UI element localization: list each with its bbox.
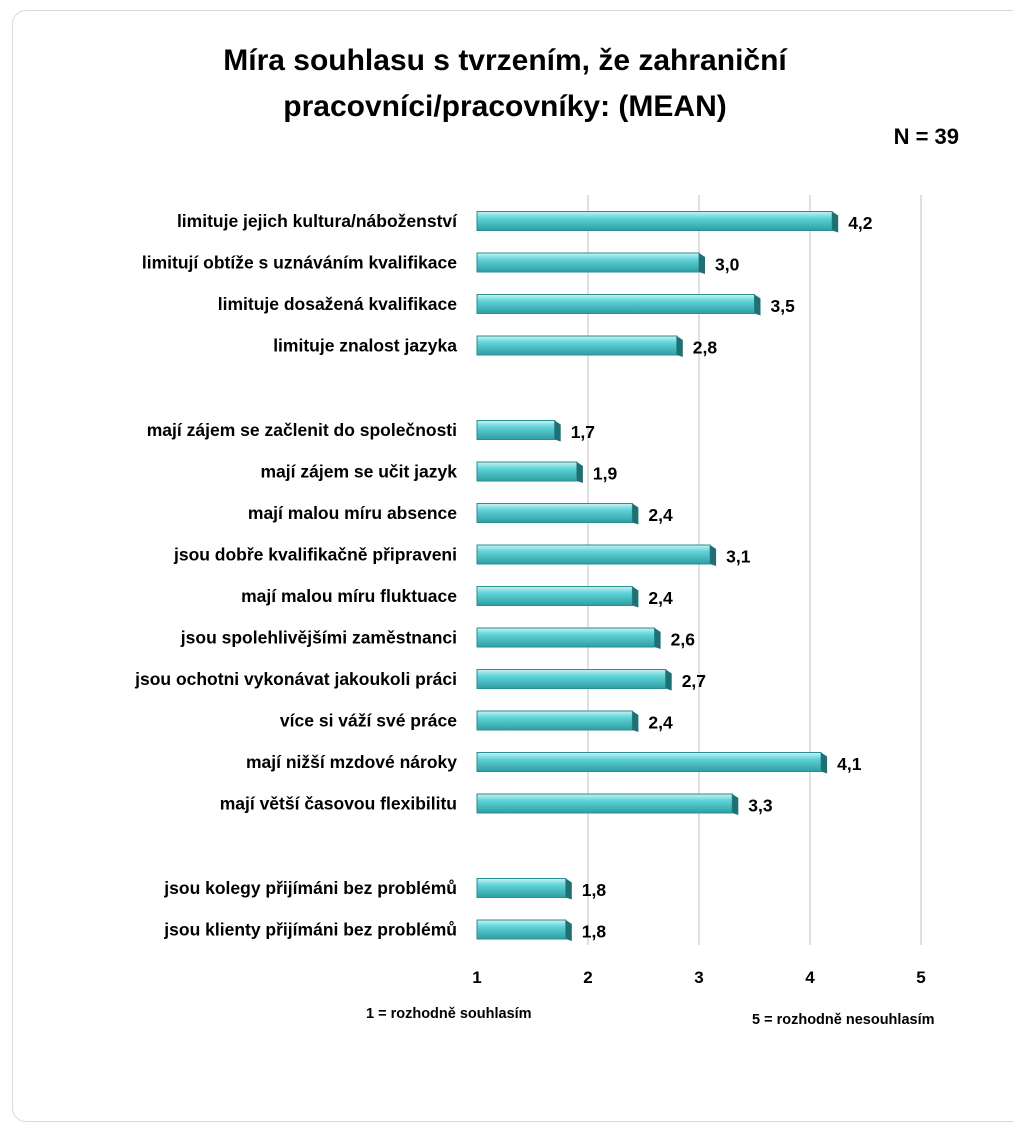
value-label: 4,1 <box>837 754 862 774</box>
category-label: jsou dobře kvalifikačně připraveni <box>173 545 457 565</box>
category-label: mají zájem se učit jazyk <box>261 462 458 482</box>
bar-end-cap <box>754 294 761 316</box>
category-label: mají malou míru absence <box>248 503 457 523</box>
x-axis-ticks: 1 2 3 4 5 <box>472 968 925 987</box>
bar-end-cap <box>632 586 639 608</box>
category-label: jsou ochotni vykonávat jakoukoli práci <box>134 669 457 689</box>
x-tick-label: 5 <box>916 968 925 987</box>
bar-end-cap <box>665 669 672 691</box>
bar-end-cap <box>632 503 639 525</box>
value-label: 3,1 <box>726 547 751 567</box>
bar <box>476 211 833 231</box>
bar-end-cap <box>676 336 683 357</box>
scale-max-label: 5 = rozhodně nesouhlasím <box>752 1012 935 1028</box>
value-label: 1,9 <box>593 464 618 484</box>
bar <box>476 878 567 898</box>
value-label: 1,7 <box>571 422 595 442</box>
bar <box>476 793 733 814</box>
x-tick-label: 1 <box>472 968 481 987</box>
category-label: jsou klienty přijímáni bez problémů <box>163 920 457 940</box>
value-label: 2,4 <box>648 505 673 525</box>
bar-end-cap <box>576 462 583 483</box>
bar <box>476 544 711 565</box>
bar-end-cap <box>632 711 639 732</box>
category-label: jsou spolehlivějšími zaměstnanci <box>180 628 457 648</box>
bar <box>476 669 667 689</box>
category-label: více si váží své práce <box>280 711 457 731</box>
category-label: jsou kolegy přijímáni bez problémů <box>163 878 457 898</box>
value-label: 2,4 <box>648 588 673 608</box>
value-label: 2,6 <box>671 630 696 650</box>
x-tick-label: 3 <box>694 968 703 987</box>
category-label: mají větší časovou flexibilitu <box>220 794 457 814</box>
category-label: limitují obtíže s uznáváním kvalifikace <box>142 253 457 273</box>
bar-end-cap <box>565 878 572 900</box>
bar <box>476 252 700 273</box>
bar <box>476 627 656 648</box>
category-label: limituje jejich kultura/náboženství <box>177 211 458 231</box>
bar-end-cap <box>699 253 705 274</box>
bar <box>476 420 556 440</box>
chart-title: Míra souhlasu s tvrzením, že zahraniční … <box>223 44 787 123</box>
bar-end-cap <box>821 752 828 774</box>
bar-end-cap <box>732 794 739 815</box>
bar-end-cap <box>654 628 661 649</box>
bar-end-cap <box>832 211 839 233</box>
bar-end-cap <box>710 545 717 566</box>
value-label: 4,2 <box>848 213 873 233</box>
bar <box>476 710 633 731</box>
bar <box>476 335 678 356</box>
bar-end-cap <box>565 920 572 941</box>
category-labels: limituje jejich kultura/náboženství limit… <box>134 211 458 940</box>
bar <box>476 752 822 772</box>
bar <box>476 461 578 482</box>
x-tick-label: 4 <box>805 968 815 987</box>
x-tick-label: 2 <box>583 968 592 987</box>
value-label: 3,0 <box>715 255 740 275</box>
gridlines <box>587 195 922 945</box>
bar <box>476 919 567 940</box>
value-label: 3,5 <box>771 296 796 316</box>
category-label: mají nižší mzdové nároky <box>246 752 457 772</box>
bar <box>476 294 755 314</box>
value-label: 2,8 <box>693 338 718 358</box>
category-label: mají zájem se začlenit do společnosti <box>147 420 457 440</box>
sample-size-label: N = 39 <box>893 124 959 149</box>
bar <box>476 586 633 606</box>
value-label: 1,8 <box>582 922 607 942</box>
scale-min-label: 1 = rozhodně souhlasím <box>366 1006 532 1022</box>
category-label: limituje znalost jazyka <box>273 336 457 356</box>
category-label: mají malou míru fluktuace <box>241 586 457 606</box>
value-label: 2,7 <box>682 671 706 691</box>
bar <box>476 503 633 523</box>
value-label: 3,3 <box>748 796 773 816</box>
bar-end-cap <box>554 420 561 442</box>
value-label: 2,4 <box>648 713 673 733</box>
value-label: 1,8 <box>582 880 607 900</box>
bars: 4,2 3,0 3,5 2,8 1,7 1,9 2,4 3,1 2,4 2,6 2,7 2,4 4,1 3… <box>476 211 873 942</box>
category-label: limituje dosažená kvalifikace <box>218 294 458 314</box>
